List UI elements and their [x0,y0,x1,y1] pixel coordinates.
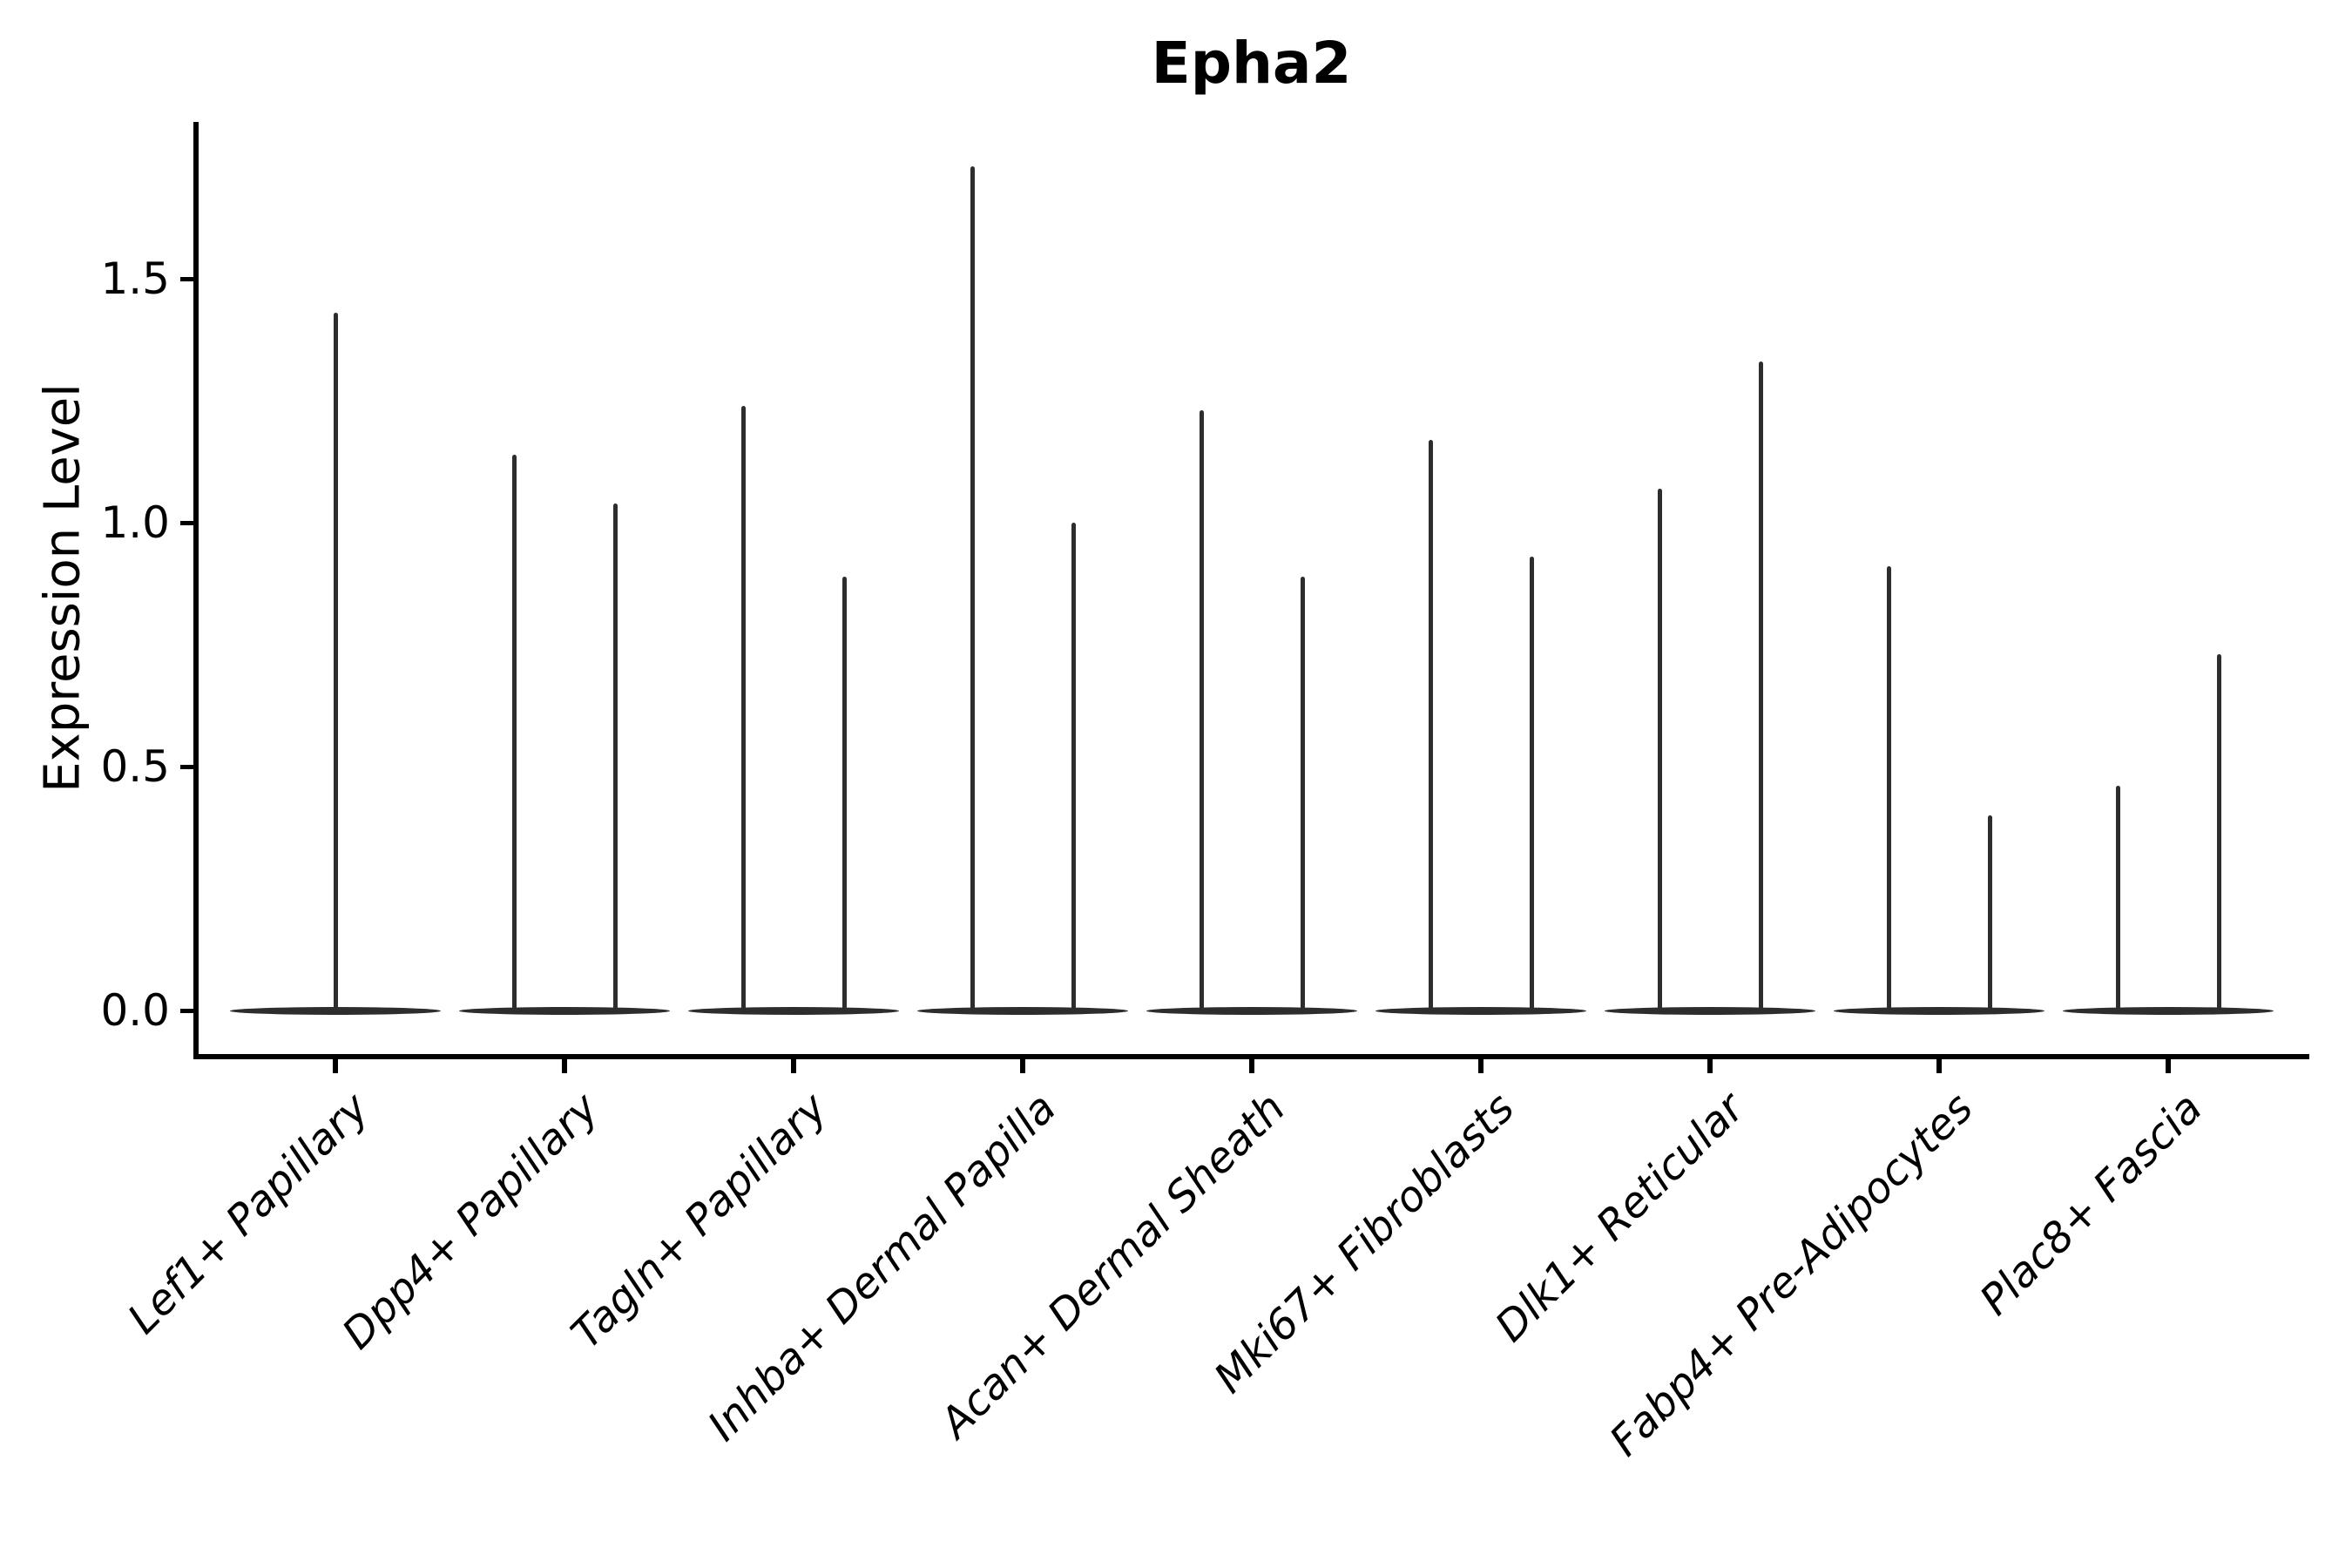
violin-spike [1886,566,1891,1013]
violin-spike [1071,523,1076,1013]
y-tick [180,277,193,281]
y-tick [180,521,193,525]
violin-spike [1758,362,1763,1013]
x-tick [791,1059,796,1073]
violin-spike [2115,786,2120,1013]
chart-title: Epha2 [1151,30,1352,97]
violin-baseline [1146,1007,1357,1015]
violin-spike [1428,439,1433,1013]
x-tick [2166,1059,2171,1073]
violin-baseline [917,1007,1128,1015]
violin-spike [2216,654,2221,1013]
violin-spike [1199,410,1204,1013]
y-tick-label: 0.5 [100,741,170,792]
x-axis-spine [193,1054,2309,1059]
x-tick-label: Dlk1+ Reticular [1485,1084,1754,1352]
x-tick [1478,1059,1484,1073]
violin-spike [511,454,517,1013]
violin-baseline [1375,1007,1586,1015]
y-tick-label: 0.0 [100,985,170,1036]
violin-baseline [1605,1007,1815,1015]
y-axis-label: Expression Level [34,383,91,793]
y-tick [180,1009,193,1013]
violin-spike [740,405,746,1013]
y-tick-label: 1.5 [100,253,170,304]
violin-spike [1987,815,1992,1013]
x-tick-label: Plac8+ Fascia [1970,1084,2212,1325]
violin-baseline [459,1007,670,1015]
x-tick [1936,1059,1942,1073]
y-tick [180,765,193,769]
violin-spike [1300,576,1305,1013]
violin-spike [1657,488,1662,1013]
x-tick [333,1059,338,1073]
y-axis-spine [193,122,199,1059]
violin-baseline [2063,1007,2274,1015]
x-tick [1249,1059,1254,1073]
x-tick-label: Dpp4+ Papillary [333,1084,608,1359]
y-tick-label: 1.0 [100,497,170,548]
x-tick [1020,1059,1025,1073]
x-tick-label: Lef1+ Papillary [118,1084,379,1344]
violin-spike [970,166,975,1013]
violin-baseline [688,1007,899,1015]
violin-spike [612,503,618,1013]
x-tick [1707,1059,1713,1073]
x-tick [562,1059,567,1073]
violin-spike [841,576,847,1013]
violin-spike [1529,557,1534,1013]
x-tick-label: Fabp4+ Pre-Adipocytes [1600,1084,1983,1466]
x-tick-label: Tagln+ Papillary [562,1084,837,1359]
violin-spike [333,313,338,1013]
violin-baseline [1834,1007,2044,1015]
